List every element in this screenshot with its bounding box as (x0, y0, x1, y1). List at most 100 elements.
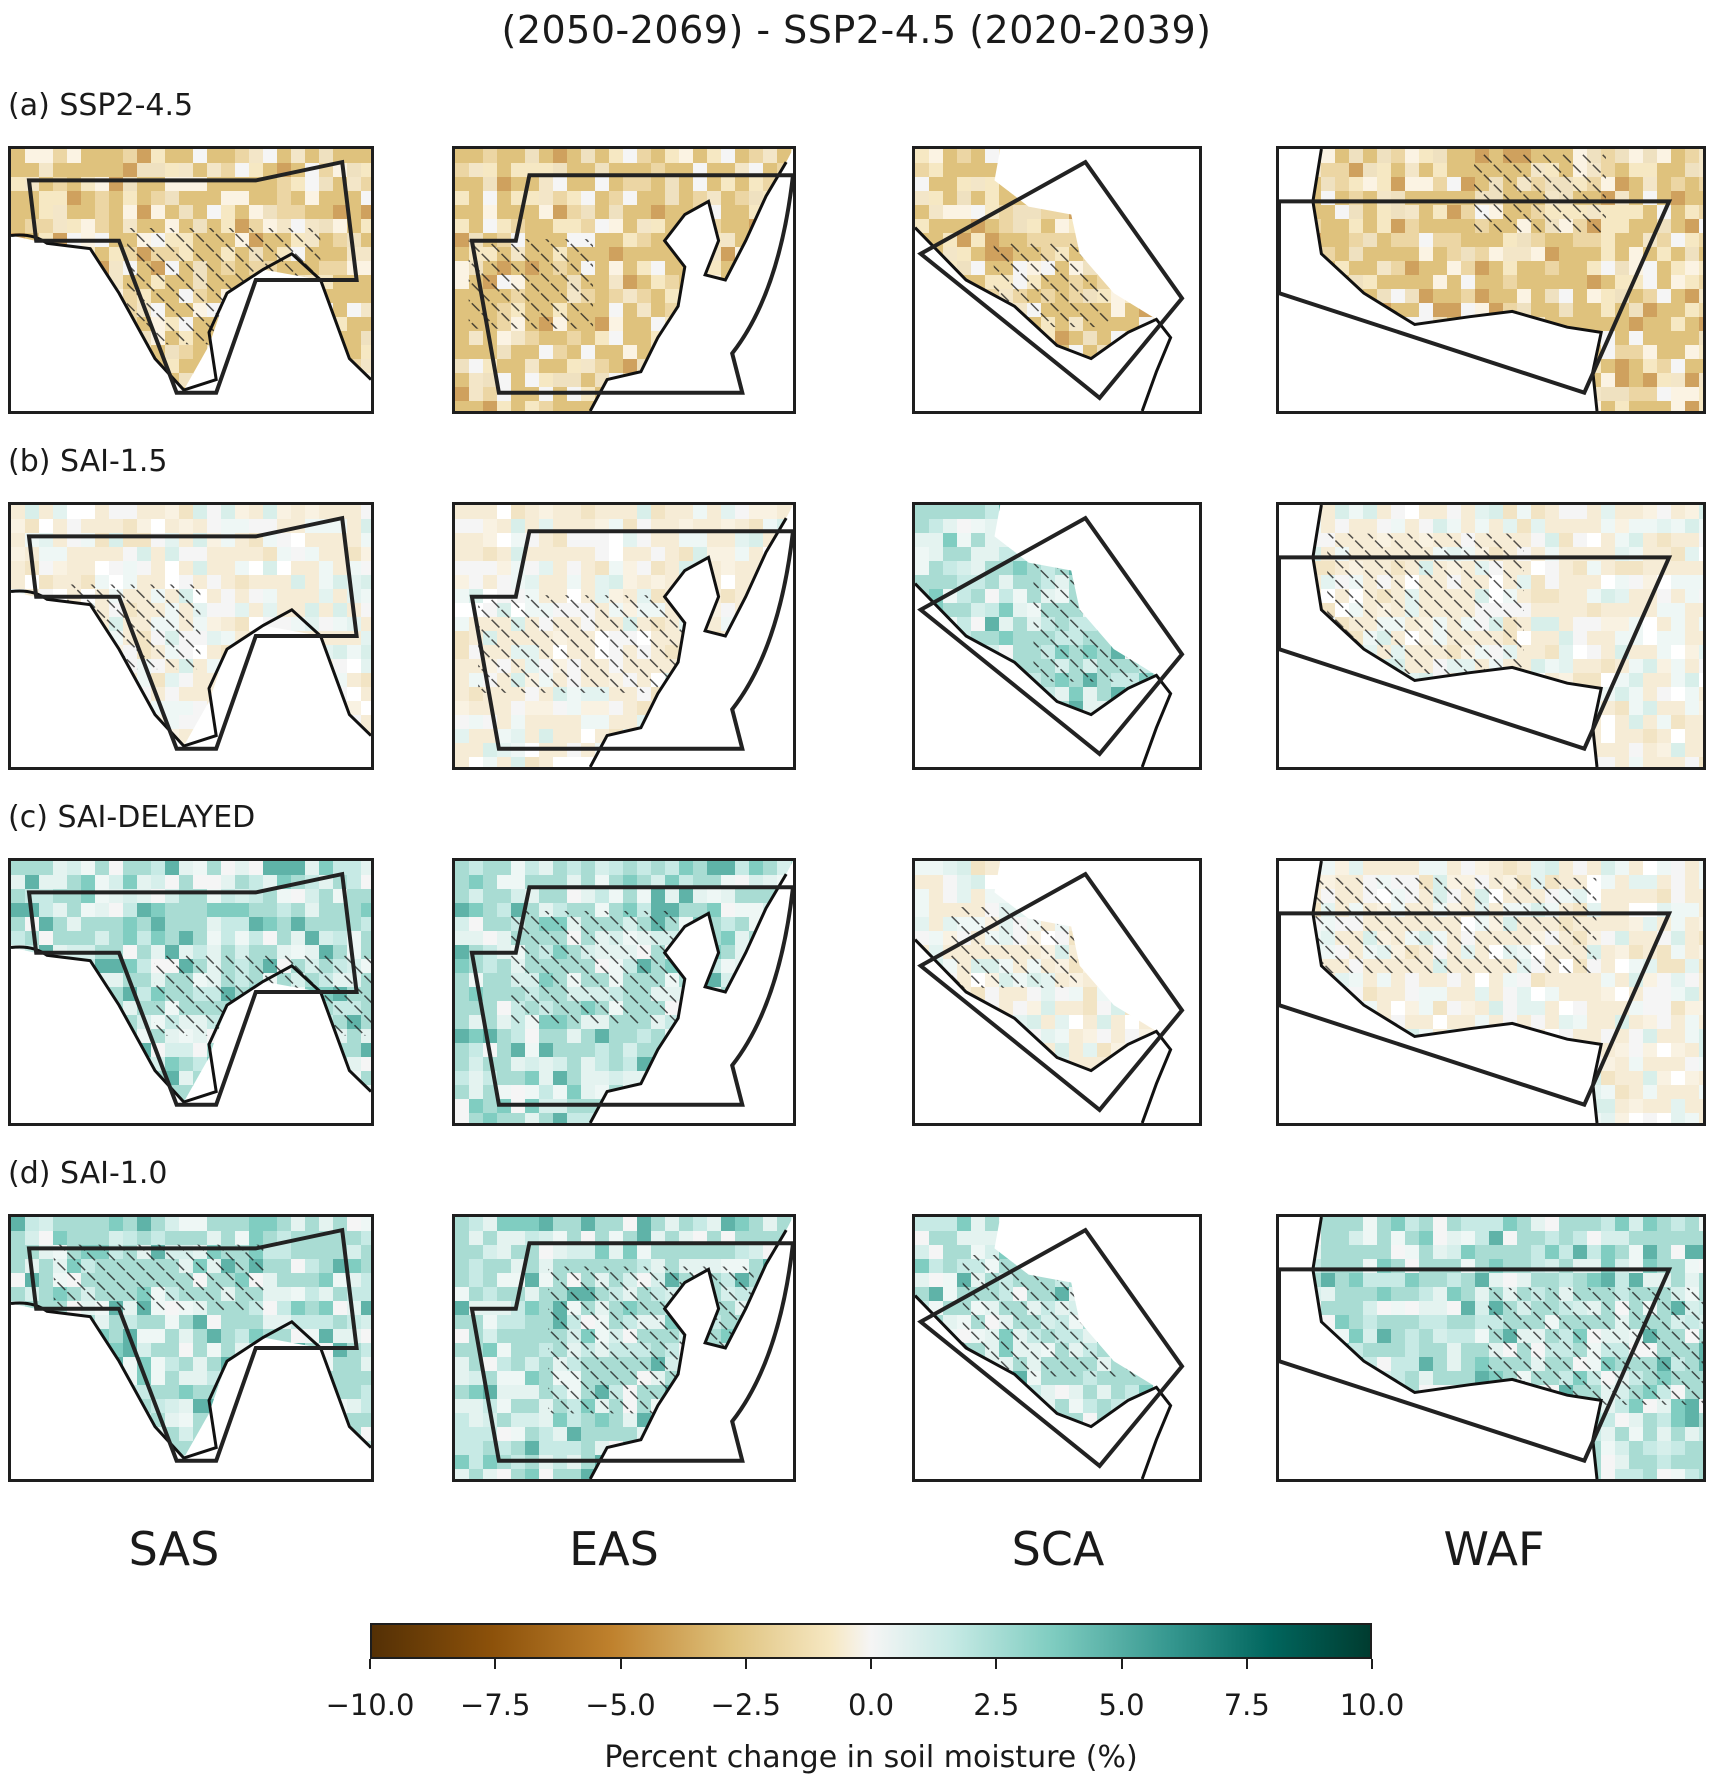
map-svg (1279, 861, 1703, 1123)
region-outline (469, 173, 793, 395)
coastline (11, 589, 371, 748)
colorbar-tick-mark (1371, 1659, 1373, 1669)
significance-hatching (154, 955, 371, 1036)
region-outline (917, 871, 1185, 1113)
colorbar-tick-label: 5.0 (1098, 1688, 1145, 1722)
colorbar-tick-label: −10.0 (325, 1688, 415, 1722)
map-svg (1279, 149, 1703, 411)
significance-hatching (548, 1266, 754, 1414)
map-panel-sai-1.0-sca (912, 1214, 1202, 1482)
map-panel-ssp2-4.5-waf (1276, 146, 1706, 414)
map-svg (11, 1217, 371, 1463)
region-outline (1279, 911, 1673, 1108)
map-panel-sai-1.5-waf (1276, 502, 1706, 770)
significance-hatching (1474, 153, 1606, 234)
map-svg (11, 505, 371, 751)
coastline (11, 1301, 371, 1460)
map-svg (1279, 505, 1703, 767)
coastline (1311, 149, 1603, 411)
map-panel-sai-1.0-waf (1276, 1214, 1706, 1482)
colorbar-tick-mark (1120, 1659, 1123, 1669)
significance-hatching (53, 1244, 264, 1311)
region-outline (1279, 555, 1673, 752)
coastline (11, 233, 371, 392)
map-svg (11, 861, 371, 1107)
region-outline (917, 515, 1185, 757)
map-panel-sai-1.5-sas (8, 502, 374, 770)
significance-hatching (1487, 1287, 1703, 1405)
region-label-waf: WAF (1443, 1522, 1545, 1576)
coastline (588, 873, 788, 1123)
significance-hatching (127, 227, 321, 345)
map-svg (915, 505, 1185, 767)
significance-hatching (468, 239, 594, 329)
map-panel-sai-delayed-sca (912, 858, 1202, 1126)
significance-hatching (950, 907, 1077, 988)
colorbar-tick-label: 7.5 (1223, 1688, 1270, 1722)
significance-hatching (1312, 877, 1597, 974)
region-outline (26, 1227, 359, 1463)
region-outline (1279, 1267, 1673, 1464)
map-panel-sai-delayed-sas (8, 858, 374, 1126)
map-svg (11, 149, 371, 395)
coastline (588, 517, 788, 767)
colorbar-label: Percent change in soil moisture (%) (604, 1740, 1138, 1775)
coastline (1311, 861, 1603, 1123)
map-svg (915, 861, 1185, 1123)
coastline (11, 945, 371, 1104)
map-panel-sai-delayed-eas (452, 858, 796, 1126)
map-panel-ssp2-4.5-sca (912, 146, 1202, 414)
map-svg (1279, 1217, 1703, 1479)
colorbar-tick-label: 10.0 (1339, 1688, 1405, 1722)
map-svg (915, 1217, 1185, 1479)
region-label-sca: SCA (1011, 1522, 1105, 1576)
significance-hatching (510, 910, 677, 1024)
significance-hatching (1327, 533, 1524, 674)
region-outline (469, 1241, 793, 1463)
coastline (588, 161, 788, 411)
region-outline (469, 885, 793, 1107)
colorbar-tick-label: 0.0 (847, 1688, 895, 1722)
row-label-b: (b) SAI-1.5 (8, 444, 168, 479)
row-label-c: (c) SAI-DELAYED (8, 800, 256, 835)
coastline (1311, 1217, 1603, 1479)
map-svg (455, 149, 793, 411)
coastline (915, 938, 1173, 1123)
coastline (915, 582, 1173, 767)
colorbar-tick-mark (995, 1659, 998, 1669)
row-label-d: (d) SAI-1.0 (8, 1156, 168, 1191)
colorbar-tick-mark (369, 1659, 371, 1669)
region-outline (26, 159, 359, 395)
colorbar-tick-mark (619, 1659, 622, 1669)
colorbar-tick-mark (494, 1659, 497, 1669)
row-label-a: (a) SSP2-4.5 (8, 88, 194, 123)
map-panel-sai-1.5-eas (452, 502, 796, 770)
colorbar-tick-mark (870, 1659, 872, 1669)
colorbar-tick-label: 2.5 (973, 1688, 1020, 1722)
map-panel-sai-1.0-eas (452, 1214, 796, 1482)
map-svg (915, 149, 1185, 411)
significance-hatching (993, 242, 1109, 328)
map-svg (455, 505, 793, 767)
map-panel-ssp2-4.5-eas (452, 146, 796, 414)
region-label-eas: EAS (569, 1522, 659, 1576)
colorbar-tick-mark (1245, 1659, 1248, 1669)
map-panel-sai-delayed-waf (1276, 858, 1706, 1126)
map-svg (455, 1217, 793, 1479)
region-label-sas: SAS (128, 1522, 220, 1576)
coastline (915, 226, 1173, 411)
colorbar-tick-label: −7.5 (460, 1688, 531, 1722)
region-outline (917, 159, 1185, 401)
colorbar (370, 1623, 1372, 1659)
coastline (915, 1294, 1173, 1479)
figure-title: (2050-2069) - SSP2-4.5 (2020-2039) (501, 8, 1212, 52)
significance-hatching (478, 595, 705, 693)
colorbar-tick-label: −2.5 (710, 1688, 781, 1722)
map-svg (455, 861, 793, 1123)
region-outline (26, 515, 359, 751)
region-outline (469, 529, 793, 751)
region-outline (26, 871, 359, 1107)
region-outline (917, 1227, 1185, 1469)
map-panel-ssp2-4.5-sas (8, 146, 374, 414)
map-panel-sai-1.0-sas (8, 1214, 374, 1482)
